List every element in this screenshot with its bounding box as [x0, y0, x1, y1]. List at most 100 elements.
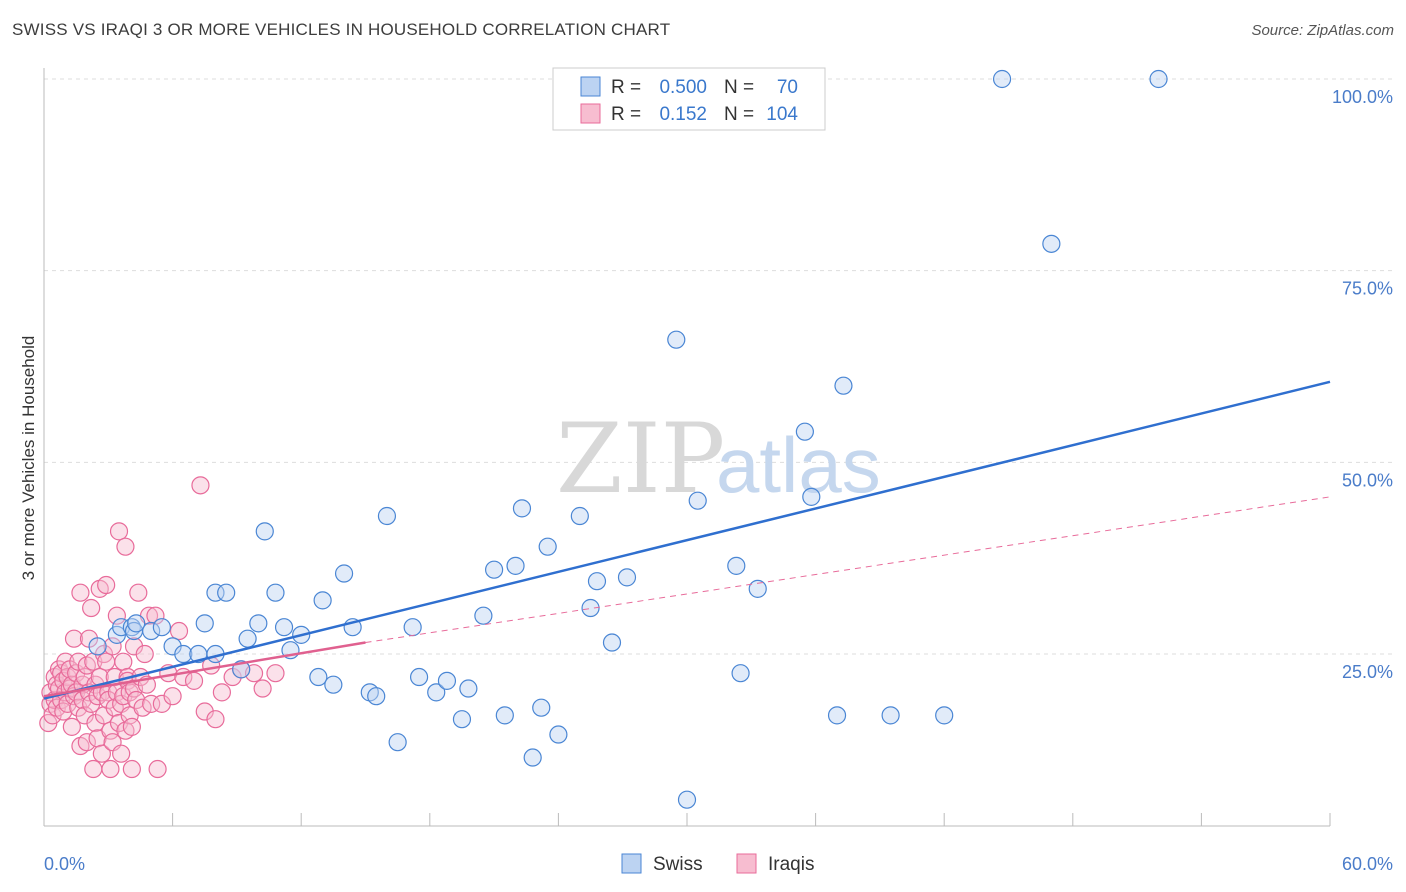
swiss-point [206, 583, 225, 602]
iraqis-point [133, 698, 152, 717]
stats-legend: R = 0.500 N = 70 R = 0.152 N = 104 [552, 67, 826, 131]
iraqis-point [84, 759, 103, 779]
watermark: ZIP atlas [556, 403, 881, 515]
swiss-point [127, 614, 146, 633]
iraqis-series [39, 476, 285, 779]
legend-swiss-swatch [621, 853, 642, 874]
legend-iraqis-swatch [736, 853, 757, 874]
swiss-point [313, 591, 332, 610]
swiss-point [834, 376, 853, 395]
iraqis-point [71, 583, 90, 602]
y-tick-labels: 25.0% 50.0% 75.0% 100.0% [1332, 87, 1393, 682]
iraqis-point [64, 629, 84, 648]
y-tick-label-25: 25.0% [1342, 662, 1393, 682]
iraqis-point [142, 694, 161, 713]
iraqis-point [97, 652, 116, 671]
swiss-n-value: 70 [777, 77, 798, 98]
swiss-point [570, 506, 589, 526]
swiss-point [992, 69, 1012, 89]
swiss-point [474, 606, 493, 625]
swiss-series [88, 69, 1168, 809]
swiss-point [427, 683, 446, 702]
swiss-r-label: R = [611, 77, 641, 98]
swiss-point [249, 614, 268, 633]
series-legend: Swiss Iraqis [621, 853, 814, 875]
swiss-point [437, 671, 457, 690]
swiss-swatch [580, 76, 601, 97]
swiss-point [485, 560, 504, 579]
swiss-point [266, 583, 285, 602]
swiss-point [274, 618, 294, 637]
swiss-point [88, 637, 107, 656]
swiss-point [367, 687, 386, 706]
swiss-point [459, 679, 478, 698]
legend-swiss-label: Swiss [653, 854, 703, 875]
iraqis-n-value: 104 [766, 104, 798, 125]
swiss-point [748, 579, 767, 598]
swiss-point [409, 667, 429, 687]
swiss-point [827, 706, 847, 725]
iraqis-point [77, 733, 96, 752]
iraqis-point [97, 575, 116, 595]
swiss-point [324, 675, 343, 694]
swiss-point [1042, 234, 1061, 253]
swiss-point [881, 706, 900, 725]
iraqis-point [82, 598, 101, 618]
swiss-point [195, 614, 214, 633]
swiss-point [377, 506, 397, 526]
x-tick-label-max: 60.0% [1342, 854, 1393, 874]
iraqis-point [114, 652, 133, 671]
watermark-atlas: atlas [716, 421, 881, 509]
iraqis-point [266, 664, 285, 683]
swiss-point [309, 667, 328, 687]
swiss-point [142, 621, 161, 641]
iraqis-r-value: 0.152 [659, 104, 707, 125]
swiss-point [667, 330, 686, 349]
iraqis-point [69, 652, 88, 671]
legend-iraqis-label: Iraqis [768, 854, 814, 875]
iraqis-swatch [580, 103, 601, 124]
iraqis-point [148, 759, 167, 779]
iraqis-point [103, 637, 122, 656]
swiss-point [1149, 69, 1168, 89]
swiss-point [549, 725, 568, 744]
iraqis-point [212, 683, 231, 702]
iraqis-point [116, 537, 135, 556]
iraqis-trend-extension [365, 496, 1331, 644]
x-tick-label-min: 0.0% [44, 854, 85, 874]
swiss-point [174, 644, 193, 664]
swiss-point [152, 618, 171, 637]
swiss-point [587, 572, 607, 591]
iraqis-point [101, 759, 120, 779]
iraqis-point [169, 621, 189, 641]
trend-lines [43, 380, 1331, 700]
iraqis-point [135, 644, 154, 664]
swiss-point [217, 583, 236, 602]
swiss-point [727, 556, 746, 575]
y-tick-label-100: 100.0% [1332, 87, 1393, 107]
iraqis-point [191, 476, 210, 495]
swiss-point [512, 499, 532, 518]
swiss-point [452, 710, 472, 729]
swiss-point [935, 706, 954, 725]
swiss-point [688, 491, 707, 510]
chart-title: SWISS VS IRAQI 3 OR MORE VEHICLES IN HOU… [12, 20, 671, 39]
swiss-point [617, 568, 637, 587]
swiss-point [495, 706, 514, 725]
iraqis-trend-line [43, 641, 366, 698]
swiss-point [802, 487, 821, 506]
iraqis-point [92, 744, 111, 763]
swiss-trend-line [43, 380, 1331, 700]
iraqis-n-label: N = [724, 104, 754, 125]
swiss-point [506, 556, 525, 575]
grid [44, 78, 1392, 655]
iraqis-point [109, 522, 129, 541]
iraqis-point [107, 606, 126, 625]
axes [43, 68, 1331, 827]
iraqis-point [253, 679, 272, 698]
swiss-point [255, 522, 274, 541]
iraqis-point [184, 671, 204, 690]
swiss-point [523, 748, 542, 767]
swiss-point [538, 537, 557, 556]
